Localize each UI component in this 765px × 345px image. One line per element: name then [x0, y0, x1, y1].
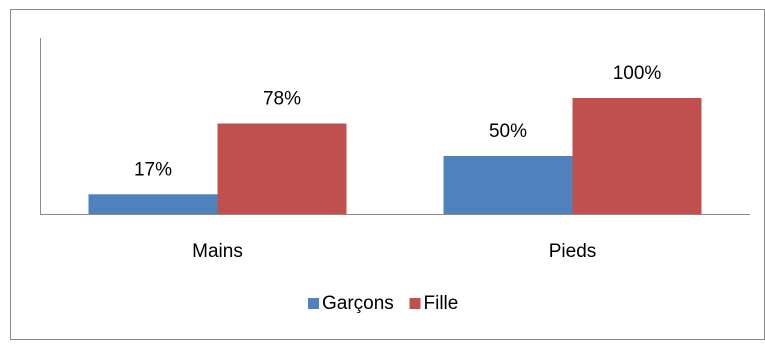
- bar-fille-mains: [217, 123, 347, 214]
- category-label: Mains: [192, 241, 243, 262]
- bar-garons-pieds: [443, 156, 573, 214]
- bar-fille-pieds: [572, 98, 702, 214]
- legend: Garçons Fille: [308, 293, 458, 314]
- legend-swatch: [409, 298, 421, 309]
- bar-garons-mains: [88, 194, 218, 214]
- data-label: 50%: [489, 121, 527, 142]
- bars-layer: [88, 98, 702, 214]
- legend-label: Fille: [424, 293, 459, 314]
- data-label: 100%: [613, 63, 662, 84]
- legend-label: Garçons: [322, 293, 394, 314]
- data-label: 17%: [134, 159, 172, 180]
- category-label: Pieds: [549, 241, 597, 262]
- data-labels-layer: 17% 78% 50% 100%: [134, 63, 661, 180]
- data-label: 78%: [263, 89, 301, 110]
- legend-swatch: [308, 298, 319, 309]
- category-labels-layer: Mains Pieds: [192, 241, 596, 262]
